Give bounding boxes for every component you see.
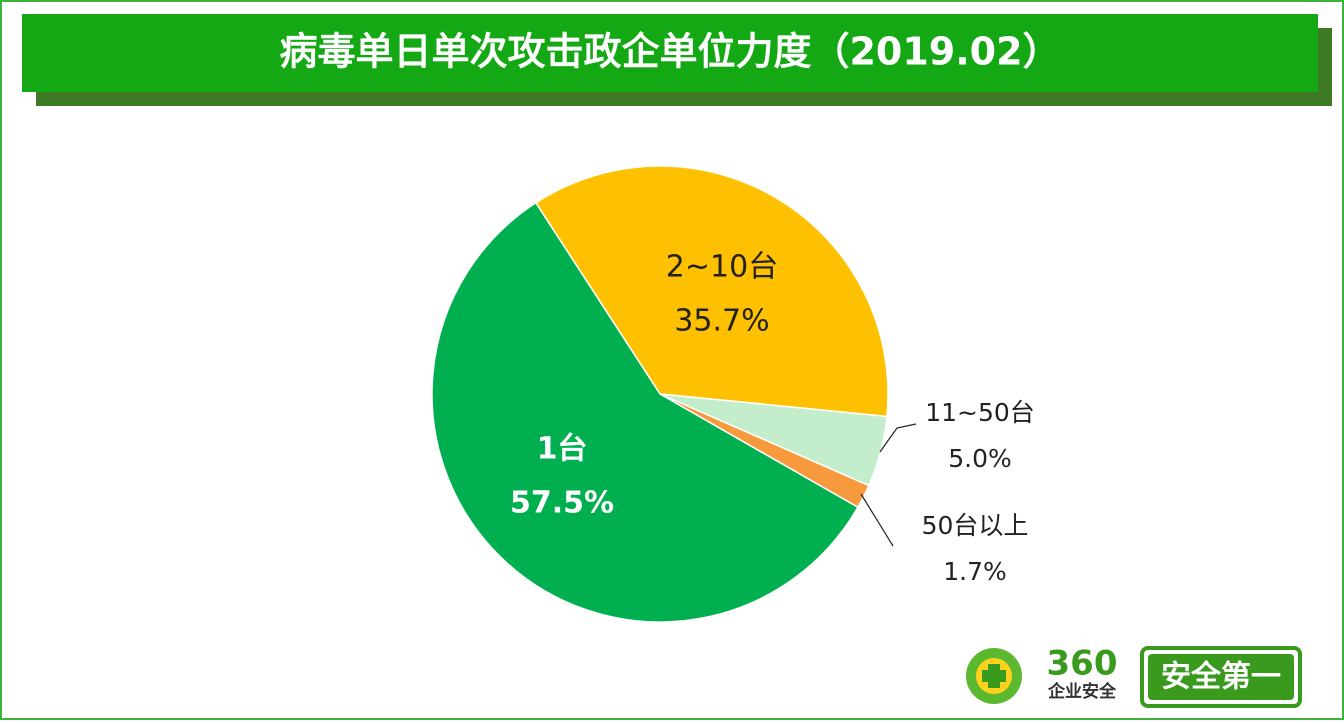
logo-slogan: 安全第一: [1161, 660, 1281, 695]
logo: 360 企业安全 安全第一: [966, 644, 1302, 708]
pie-slice: [534, 165, 889, 418]
slice-label: 1台: [537, 432, 588, 467]
slice-label: 11~50台: [925, 398, 1035, 427]
logo-brand: 360: [1047, 644, 1118, 684]
slice-label: 50台以上: [922, 511, 1029, 540]
banner: [22, 14, 1318, 92]
chart-title: 病毒单日单次攻击政企单位力度（2019.02）: [279, 30, 1060, 74]
leader-line: [879, 423, 917, 453]
logo-box-inner: [1148, 654, 1294, 700]
pie-slice: [431, 201, 859, 623]
logo-cross: [982, 664, 1006, 688]
pie: 2~10台 35.7% 11~50台 5.0% 50台以上 1.7% 1台 57.5%: [431, 165, 1035, 623]
value-label: 35.7%: [674, 304, 769, 339]
value-label: 1.7%: [943, 557, 1007, 586]
value-label: 5.0%: [948, 444, 1012, 473]
logo-sub: 企业安全: [1047, 681, 1117, 702]
value-label: 57.5%: [510, 486, 614, 521]
leader-line: [860, 493, 894, 547]
slice-label: 2~10台: [666, 250, 778, 285]
